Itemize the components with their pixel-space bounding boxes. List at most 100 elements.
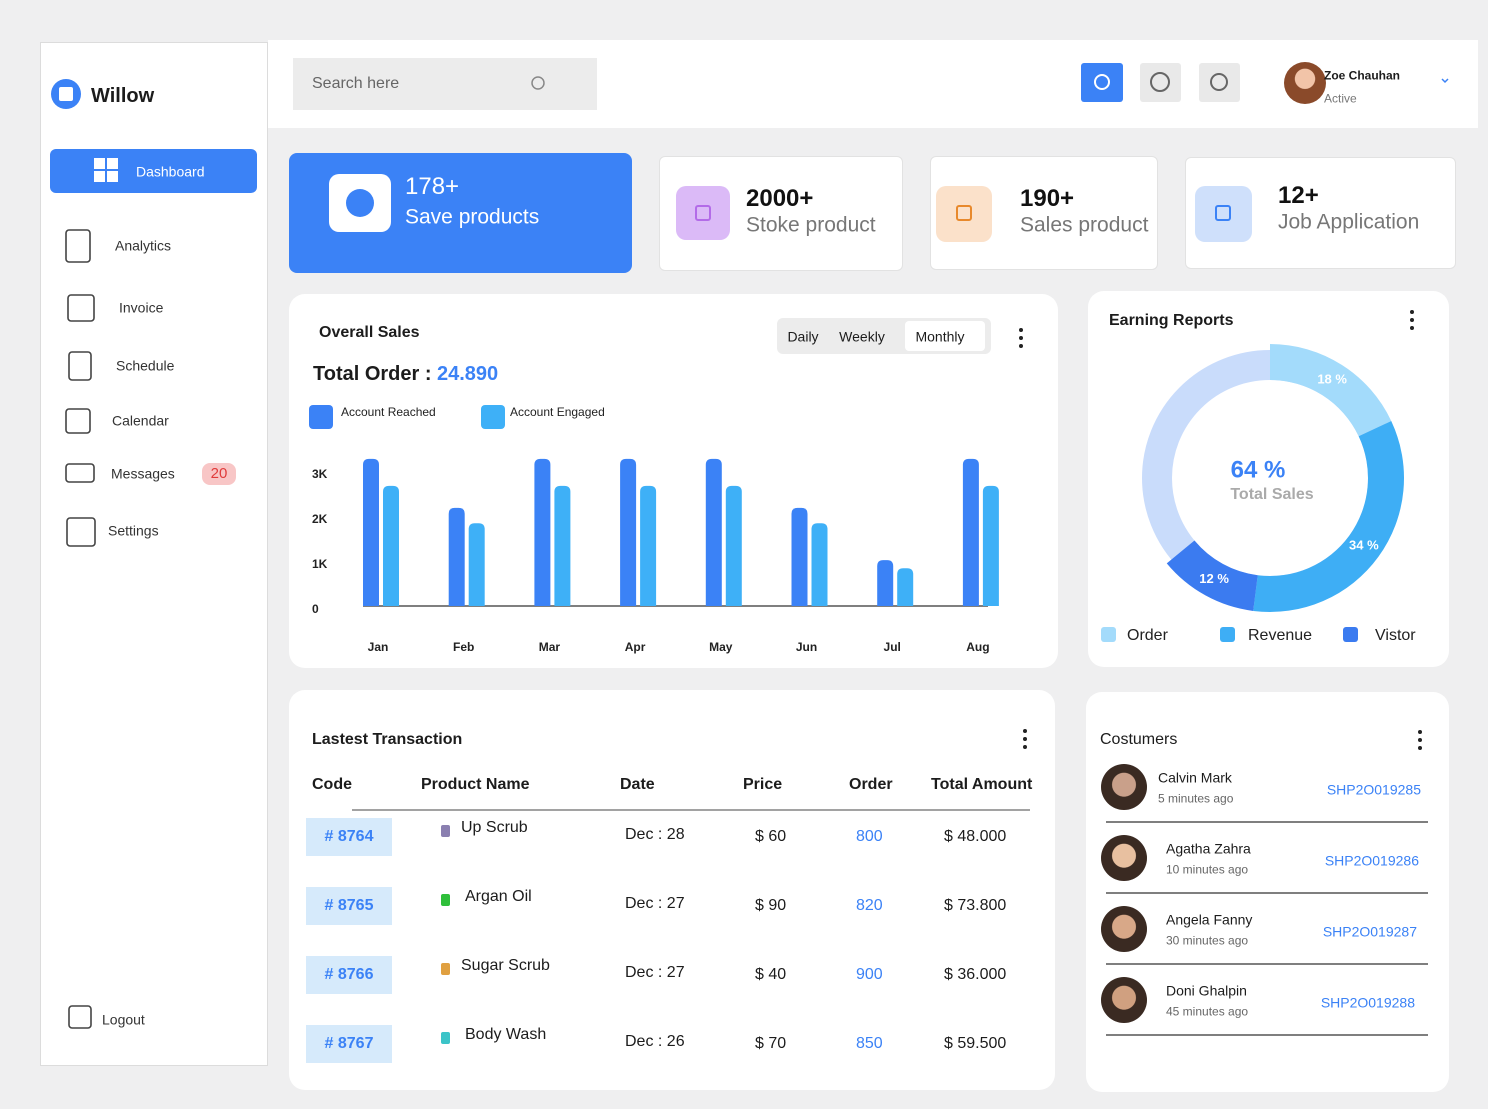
chart-title: Overall Sales — [319, 324, 420, 342]
search-placeholder: Search here — [312, 75, 400, 93]
customer-avatar — [1101, 977, 1147, 1023]
nav-item[interactable]: Analytics — [115, 237, 172, 254]
stat-icon — [329, 174, 391, 232]
stat-value: 2000+ — [746, 184, 814, 212]
transaction-code: # 8765 — [324, 897, 374, 915]
period-tab[interactable]: Daily — [787, 328, 819, 345]
code-badge — [306, 818, 392, 856]
customer-name: Doni Ghalpin — [1166, 982, 1247, 999]
nav-dashboard[interactable] — [50, 149, 257, 193]
stat-value: 12+ — [1278, 181, 1319, 209]
total-amount: $ 36.000 — [944, 966, 1007, 984]
product-icon — [441, 1032, 450, 1044]
stat-label: Sales product — [1020, 213, 1149, 237]
customer-name: Angela Fanny — [1166, 911, 1253, 928]
search-box[interactable] — [293, 58, 597, 110]
brand-name: Willow — [91, 85, 155, 107]
logout[interactable]: Logout — [102, 1011, 145, 1028]
order-count: 900 — [856, 966, 883, 984]
customer-time: 30 minutes ago — [1166, 933, 1249, 948]
date: Dec : 27 — [625, 895, 685, 913]
user-status: Active — [1324, 91, 1357, 106]
nav-item[interactable]: Invoice — [119, 299, 164, 316]
total-order-label: Total Order : — [313, 363, 432, 385]
product-name: Argan Oil — [465, 888, 532, 906]
total-order-value: 24.890 — [437, 363, 499, 385]
customer-name: Calvin Mark — [1158, 769, 1232, 786]
order-count: 850 — [856, 1035, 883, 1053]
stat-value: 178+ — [405, 172, 460, 200]
customer-time: 5 minutes ago — [1158, 791, 1234, 806]
price: $ 60 — [755, 828, 787, 846]
nav-item[interactable]: Calendar — [112, 412, 169, 429]
code-badge — [306, 1025, 392, 1063]
date: Dec : 27 — [625, 964, 685, 982]
total-amount: $ 73.800 — [944, 897, 1007, 915]
customer-avatar — [1101, 764, 1147, 810]
messages-badge-count: 20 — [210, 464, 228, 482]
transaction-code: # 8764 — [324, 828, 374, 846]
column-header: Product Name — [421, 776, 530, 794]
date: Dec : 28 — [625, 826, 685, 844]
customer-code[interactable]: SHP2O019287 — [1322, 923, 1417, 940]
product-icon — [441, 894, 450, 906]
customer-avatar — [1101, 906, 1147, 952]
period-tab-selected[interactable] — [905, 321, 985, 351]
order-count: 820 — [856, 897, 883, 915]
price: $ 70 — [755, 1035, 787, 1053]
sidebar — [40, 42, 268, 1066]
user-avatar — [1284, 62, 1326, 104]
chart-title: Earning Reports — [1109, 312, 1234, 330]
stat-icon — [1195, 186, 1252, 242]
date: Dec : 26 — [625, 1033, 685, 1051]
customers-card — [1086, 692, 1449, 1092]
customer-time: 10 minutes ago — [1166, 862, 1249, 877]
nav-item[interactable]: Settings — [108, 522, 159, 539]
total-amount: $ 48.000 — [944, 828, 1007, 846]
dark-mode-button[interactable] — [1140, 63, 1181, 102]
stat-label: Save products — [405, 205, 540, 229]
price: $ 40 — [755, 966, 787, 984]
transaction-card — [289, 690, 1055, 1090]
column-header: Total Amount — [931, 776, 1033, 794]
stat-icon — [676, 186, 730, 240]
stat-value: 190+ — [1020, 184, 1075, 212]
product-icon — [441, 963, 450, 975]
transaction-code: # 8766 — [324, 966, 374, 984]
price: $ 90 — [755, 897, 787, 915]
stat-icon — [936, 186, 992, 242]
brand-logo — [51, 79, 81, 109]
transaction-code: # 8767 — [324, 1035, 374, 1053]
period-tab[interactable]: Monthly — [915, 328, 965, 345]
stat-label: Stoke product — [746, 213, 876, 237]
customer-name: Agatha Zahra — [1166, 840, 1251, 857]
user-name[interactable]: Zoe Chauhan — [1324, 68, 1401, 83]
column-header: Price — [743, 776, 783, 794]
nav-item[interactable]: Messages — [111, 465, 175, 482]
stat-label: Job Application — [1278, 210, 1420, 234]
messages-badge — [202, 463, 236, 485]
column-header: Code — [312, 776, 352, 794]
customer-code[interactable]: SHP2O019286 — [1324, 852, 1419, 869]
order-count: 800 — [856, 828, 883, 846]
column-header: Order — [849, 776, 893, 794]
customers-title: Costumers — [1100, 731, 1178, 749]
code-badge — [306, 956, 392, 994]
product-name: Up Scrub — [461, 819, 528, 837]
total-amount: $ 59.500 — [944, 1035, 1007, 1053]
period-tab[interactable]: Weekly — [839, 328, 885, 345]
notification-button[interactable] — [1199, 63, 1240, 102]
product-name: Body Wash — [465, 1026, 547, 1044]
nav-item[interactable]: Schedule — [116, 357, 175, 374]
column-header: Date — [620, 776, 655, 794]
customer-avatar — [1101, 835, 1147, 881]
nav-item[interactable]: Dashboard — [136, 163, 205, 180]
light-mode-button[interactable] — [1081, 63, 1123, 102]
code-badge — [306, 887, 392, 925]
product-name: Sugar Scrub — [461, 957, 550, 975]
table-title: Lastest Transaction — [312, 731, 463, 749]
earning-card — [1088, 291, 1449, 667]
customer-code[interactable]: SHP2O019285 — [1326, 781, 1421, 798]
customer-code[interactable]: SHP2O019288 — [1320, 994, 1415, 1011]
